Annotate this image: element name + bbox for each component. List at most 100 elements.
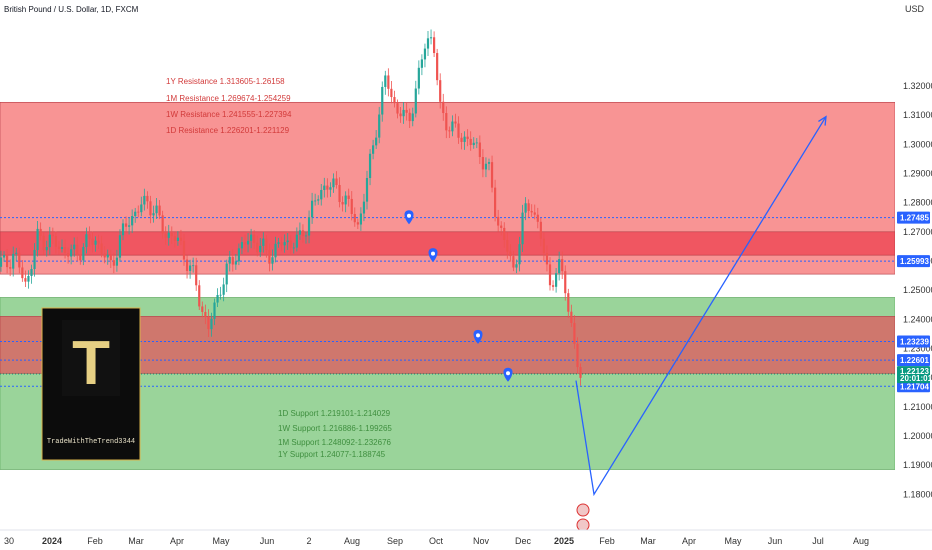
x-tick-18: Jun bbox=[768, 536, 783, 546]
candle-body-26 bbox=[79, 254, 82, 261]
flag-icon-us[interactable] bbox=[576, 518, 590, 532]
candle-body-48 bbox=[146, 195, 149, 202]
price-label-bg-4 bbox=[897, 380, 930, 393]
candle-body-38 bbox=[115, 257, 118, 266]
candle-body-46 bbox=[140, 204, 143, 213]
y-tick-14: 1.18000 bbox=[903, 489, 932, 499]
candle-body-73 bbox=[222, 284, 225, 295]
candle-body-178 bbox=[542, 238, 545, 254]
candle-body-110 bbox=[335, 178, 338, 186]
time-axis: 30 2024 Feb Mar Apr May Jun 2 Aug Sep Oct Nov Dec 202… bbox=[0, 529, 932, 550]
candle-body-113 bbox=[344, 195, 347, 205]
candle-body-148 bbox=[451, 121, 454, 132]
candle-body-7 bbox=[21, 267, 24, 279]
price-label-1: 1.25993 bbox=[900, 257, 929, 266]
price-label-bg-3 bbox=[897, 354, 930, 367]
candle-body-13 bbox=[39, 228, 42, 236]
candle-body-92 bbox=[280, 242, 283, 246]
price-label-3: 1.22601 bbox=[900, 356, 929, 365]
candle-body-50 bbox=[152, 213, 155, 216]
candle-body-66 bbox=[201, 306, 204, 312]
candle-body-133 bbox=[405, 109, 408, 113]
candle-body-107 bbox=[326, 185, 329, 190]
x-tick-16: Apr bbox=[682, 536, 696, 546]
price-label-bg-2 bbox=[897, 335, 930, 348]
candle-body-139 bbox=[423, 48, 427, 60]
candle-body-149 bbox=[454, 121, 457, 124]
candle-body-187 bbox=[570, 311, 573, 323]
candle-body-122 bbox=[372, 145, 375, 154]
candle-body-82 bbox=[250, 234, 253, 241]
price-label-bg-1 bbox=[897, 255, 930, 268]
candle-body-136 bbox=[414, 88, 417, 114]
candle-body-151 bbox=[460, 137, 463, 142]
projection-layer bbox=[575, 115, 827, 497]
candle-body-114 bbox=[347, 195, 350, 199]
candle-body-99 bbox=[301, 230, 305, 236]
candle-body-157 bbox=[478, 142, 481, 158]
candle-body-36 bbox=[109, 254, 112, 261]
candle-body-40 bbox=[121, 223, 125, 236]
candle-body-25 bbox=[76, 244, 79, 255]
candle-body-152 bbox=[463, 136, 466, 142]
candle-body-3 bbox=[9, 267, 12, 269]
candle-body-165 bbox=[503, 227, 506, 240]
zone-labels-layer: 1Y Resistance 1.313605-1.26158 1M Resista… bbox=[166, 77, 392, 459]
candle-body-164 bbox=[500, 225, 503, 228]
candle-body-65 bbox=[198, 285, 201, 307]
candle-body-74 bbox=[225, 263, 228, 285]
marker-pin-dot-2 bbox=[476, 333, 480, 338]
candle-body-81 bbox=[246, 240, 250, 245]
flag-icon-uk[interactable] bbox=[576, 503, 590, 517]
candle-body-106 bbox=[323, 185, 326, 190]
candle-body-177 bbox=[539, 221, 542, 239]
candle-body-181 bbox=[551, 285, 555, 287]
logo-emblem bbox=[62, 320, 120, 396]
price-axis: USD 1.320001.310001.300001.290001.280001… bbox=[895, 0, 932, 530]
resistance-label-1: 1M Resistance 1.269674-1.254259 bbox=[166, 94, 291, 103]
candle-body-160 bbox=[487, 162, 491, 164]
marker-pin-dot-3 bbox=[506, 371, 510, 376]
candle-body-186 bbox=[567, 293, 570, 312]
y-tick-5: 1.27000 bbox=[903, 227, 932, 237]
candle-body-83 bbox=[253, 234, 256, 243]
candle-body-137 bbox=[417, 67, 420, 89]
candle-body-189 bbox=[576, 343, 579, 368]
candle-body-1 bbox=[2, 255, 6, 258]
candle-body-159 bbox=[484, 163, 488, 170]
candle-body-17 bbox=[51, 234, 54, 237]
price-label-bg-0 bbox=[897, 211, 930, 224]
candle-body-166 bbox=[506, 239, 509, 252]
candle-body-47 bbox=[143, 195, 146, 205]
y-tick-12: 1.20000 bbox=[903, 431, 932, 441]
candle-body-69 bbox=[210, 318, 213, 330]
symbol-title: British Pound / U.S. Dollar, 1D, FXCM bbox=[4, 5, 139, 14]
markers-layer bbox=[404, 210, 513, 382]
candle-body-131 bbox=[399, 113, 402, 117]
candle-body-34 bbox=[103, 253, 106, 258]
candle-body-143 bbox=[436, 53, 439, 81]
candle-body-54 bbox=[164, 233, 167, 238]
candle-body-77 bbox=[234, 261, 237, 265]
candle-body-188 bbox=[573, 322, 576, 344]
price-label-2: 1.23239 bbox=[900, 338, 929, 347]
candle-body-176 bbox=[536, 214, 539, 222]
candle-body-72 bbox=[219, 294, 222, 296]
candle-body-80 bbox=[243, 242, 247, 245]
candle-body-37 bbox=[112, 260, 115, 266]
candle-body-60 bbox=[182, 240, 186, 260]
candle-body-135 bbox=[411, 113, 414, 122]
logo-caption: TradeWithTheTrend3344 bbox=[47, 438, 135, 446]
candle-body-21 bbox=[63, 247, 67, 253]
candle-body-0 bbox=[0, 257, 3, 267]
candle-body-190 bbox=[579, 367, 582, 378]
current-price-label: 1.22123 bbox=[900, 367, 929, 376]
candle-body-84 bbox=[256, 242, 259, 253]
candle-body-183 bbox=[558, 259, 561, 274]
x-tick-11: Nov bbox=[473, 536, 490, 546]
event-icons bbox=[576, 503, 590, 532]
candle-body-63 bbox=[192, 265, 195, 267]
candle-body-129 bbox=[393, 97, 396, 104]
